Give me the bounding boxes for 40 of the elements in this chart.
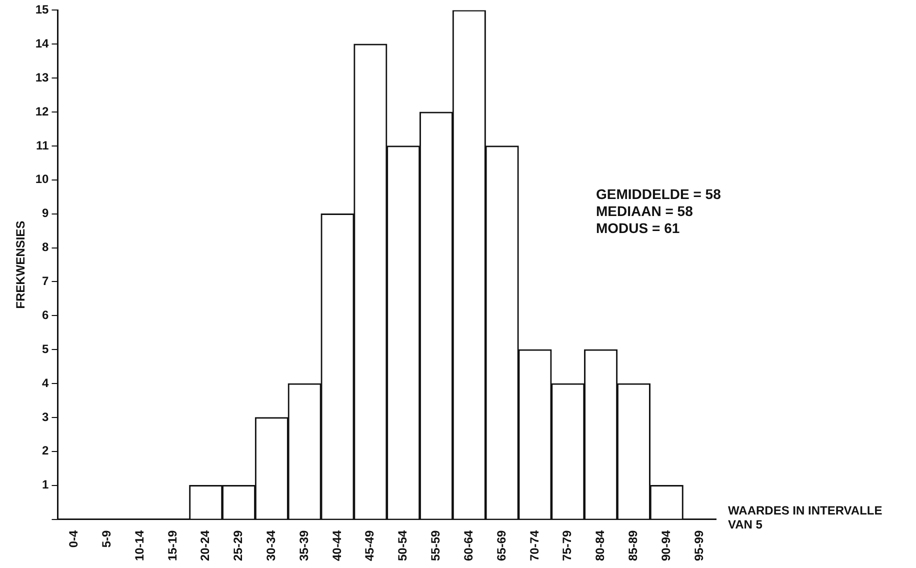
x-tick-label: 45-49 [362,530,377,562]
x-tick-label: 35-39 [296,530,311,562]
x-tick-label: 30-34 [264,530,278,562]
y-tick-label: 15 [35,2,50,17]
y-tick-label: 4 [42,376,50,390]
x-tick-label: 55-59 [428,530,443,562]
x-tick-label: 80-84 [593,530,608,562]
y-tick-label: 14 [35,36,50,50]
y-axis-title: FREKWENSIES [14,220,28,309]
y-tick-label: 10 [35,172,50,186]
y-tick-label: 6 [42,308,50,322]
x-tick-label: 85-89 [626,530,640,562]
y-tick-label: 5 [42,342,50,356]
x-tick-label: 90-94 [658,530,673,562]
y-tick-label: 7 [42,274,50,288]
annotation: MODUS = 61 [596,220,680,236]
x-tick-label: 15-19 [165,530,180,562]
x-tick-label: 65-69 [494,530,508,562]
x-tick-label: 60-64 [461,530,476,562]
y-tick-label: 8 [42,240,50,254]
x-tick-label: 50-54 [396,530,410,562]
x-tick-label: 70-74 [527,530,542,562]
x-tick-label: 10-14 [132,530,146,562]
x-tick-label: 0-4 [66,530,81,548]
x-tick-label: 5-9 [99,530,114,548]
annotation: MEDIAAN = 58 [596,203,694,220]
x-axis-title: WAARDES IN INTERVALLE VAN 5 [728,504,882,532]
x-tick-label: 20-24 [198,530,212,562]
y-tick-label: 2 [42,444,50,458]
y-tick-label: 11 [36,138,50,152]
x-tick-label: 25-29 [231,530,246,562]
y-tick-label: 9 [42,206,50,220]
x-tick-label: 75-79 [560,530,574,562]
x-tick-label: 40-44 [330,530,344,562]
annotation: GEMIDDELDE = 58 [596,186,722,202]
y-tick-label: 3 [42,410,50,424]
y-tick-label: 1 [42,478,50,492]
y-tick-label: 13 [35,70,50,84]
x-tick-label: 95-99 [692,530,706,562]
y-tick-label: 12 [35,104,50,118]
